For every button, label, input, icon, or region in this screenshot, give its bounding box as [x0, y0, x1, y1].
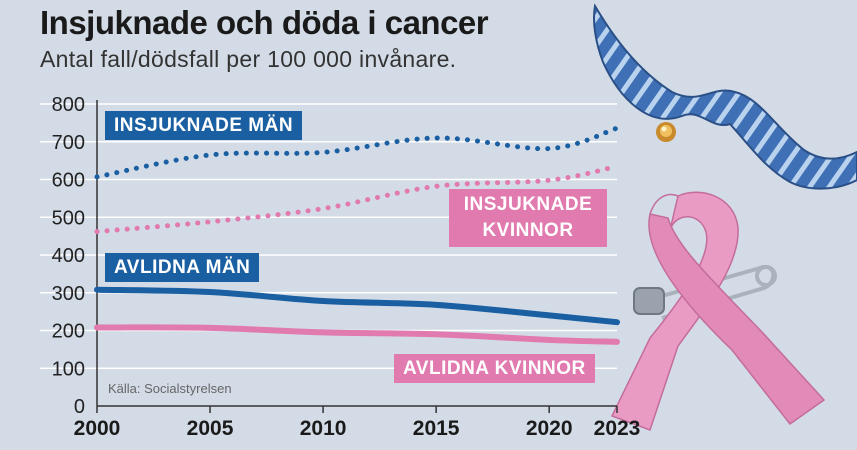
x-tick-label: 2020: [526, 417, 573, 440]
y-tick-label: 200: [52, 321, 85, 343]
y-tick-label: 800: [52, 94, 85, 116]
series-line-3: [94, 286, 620, 326]
x-tick-label: 2015: [413, 417, 460, 440]
label-incidence-women-line1: INSJUKNADE: [463, 194, 593, 215]
pink-ribbon-icon: [610, 191, 826, 431]
chart-subtitle: Antal fall/dödsfall per 100 000 invånare…: [40, 46, 457, 72]
y-tick-label: 300: [52, 283, 85, 305]
label-incidence-men: INSJUKNADE MÄN: [105, 111, 303, 140]
pin-icon: [656, 122, 676, 142]
y-axis-ticks: 0 100 200 300 400 500 600 700 800: [52, 94, 85, 418]
label-incidence-women-line2: KVINNOR: [482, 220, 574, 241]
y-tick-label: 0: [74, 396, 85, 418]
mustache-icon: [593, 3, 857, 190]
label-mortality-men: AVLIDNA MÄN: [105, 253, 260, 282]
chart-series: [94, 125, 620, 345]
illustrations: [593, 3, 857, 431]
label-mortality-women: AVLIDNA KVINNOR: [394, 354, 595, 383]
y-tick-label: 700: [52, 132, 85, 154]
x-tick-label: 2000: [74, 417, 121, 440]
chart-title: Insjuknade och döda i cancer: [40, 4, 489, 41]
y-tick-label: 400: [52, 245, 85, 267]
y-tick-label: 600: [52, 170, 85, 192]
chart-source: Källa: Socialstyrelsen: [108, 381, 232, 396]
y-tick-label: 100: [52, 358, 85, 380]
label-incidence-women: INSJUKNADE KVINNOR: [449, 189, 607, 247]
x-tick-label: 2005: [187, 417, 234, 440]
y-tick-label: 500: [52, 207, 85, 229]
safety-pin-icon: [633, 264, 777, 320]
x-tick-label: 2010: [300, 417, 347, 440]
x-tick-label: 2023: [594, 417, 641, 440]
x-axis-ticks: 2000 2005 2010 2015 2020 2023: [74, 417, 641, 440]
series-line-4: [94, 324, 620, 345]
chart-axes: [96, 100, 618, 413]
